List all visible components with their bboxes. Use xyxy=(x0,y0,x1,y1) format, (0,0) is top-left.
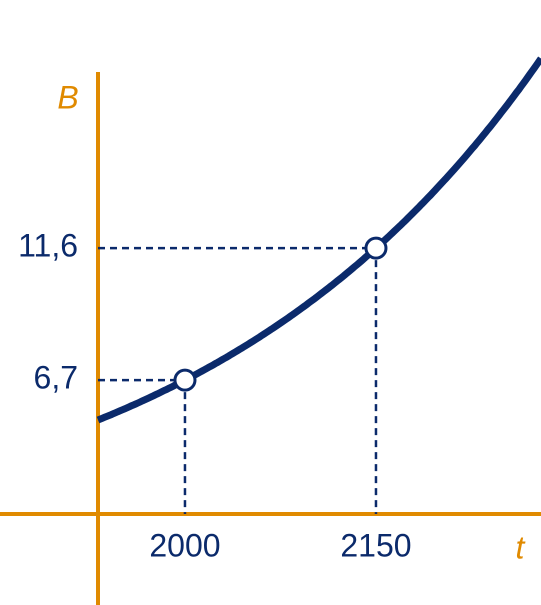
growth-curve xyxy=(96,56,541,424)
data-point xyxy=(173,368,197,392)
x-axis-label: t xyxy=(516,529,526,565)
x-tick-label: 2000 xyxy=(149,527,220,563)
data-point xyxy=(364,236,388,260)
x-tick-label: 2150 xyxy=(340,527,411,563)
y-axis-label: B xyxy=(57,79,78,115)
y-tick-label: 11,6 xyxy=(18,228,78,264)
y-tick-label: 6,7 xyxy=(34,360,78,396)
